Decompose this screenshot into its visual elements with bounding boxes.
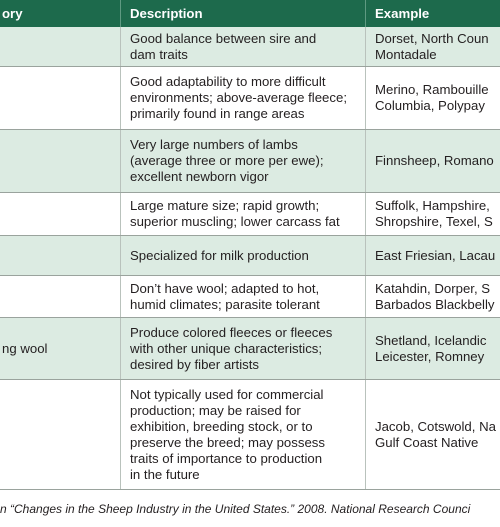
table-row: Good adaptability to more difficult envir… (0, 67, 500, 130)
category-cell (0, 193, 120, 235)
category-line: ng wool (2, 340, 48, 356)
description-cell: Not typically used for commercial product… (120, 380, 365, 489)
description-line: traits of importance to production (130, 450, 323, 466)
example-line: Montadale (375, 46, 437, 62)
category-cell (0, 380, 120, 489)
description-line: (average three or more per ewe); (130, 153, 324, 168)
description-line: superior muscling; lower carcass fat (130, 214, 340, 229)
example-line: East Friesian, Lacau (375, 247, 496, 263)
header-text: Description (130, 5, 203, 21)
example-line: Shropshire, Texel, S (375, 214, 493, 229)
description-line: Good balance between sire and (130, 30, 317, 46)
example-line: Gulf Coast Native (375, 434, 479, 450)
header-row: ory Description Example (0, 0, 500, 27)
header-cell: ory (0, 0, 120, 27)
description-line: in the future (130, 466, 200, 482)
example-cell: East Friesian, Lacau (365, 236, 500, 275)
description-line: dam traits (130, 46, 188, 62)
description-cell: Good balance between sire and dam traits (120, 27, 365, 66)
source-note: n “Changes in the Sheep Industry in the … (0, 502, 471, 516)
example-line: Barbados Blackbelly (375, 296, 495, 312)
description-line: Produce colored fleeces or fleeces (130, 324, 333, 340)
example-line: Columbia, Polypay (375, 98, 485, 113)
example-cell: Dorset, North Coun Montadale (365, 27, 500, 66)
example-line: Katahdin, Dorper, S (375, 280, 491, 296)
description-cell: Good adaptability to more difficult envir… (120, 67, 365, 129)
description-line: exhibition, breeding stock, or to (130, 418, 313, 434)
header-text: Example (375, 5, 430, 21)
description-cell: Specialized for milk production (120, 236, 365, 275)
example-cell: Jacob, Cotswold, Na Gulf Coast Native (365, 380, 500, 489)
example-cell: Shetland, Icelandic Leicester, Romney (365, 318, 500, 379)
table-row: Very large numbers of lambs (average thre… (0, 130, 500, 193)
table-row: Don’t have wool; adapted to hot, humid cl… (0, 276, 500, 318)
description-line: with other unique characteristics; (130, 340, 323, 356)
example-cell: Finnsheep, Romano (365, 130, 500, 192)
table-row: Good balance between sire and dam traits D… (0, 27, 500, 67)
description-line: humid climates; parasite tolerant (130, 296, 320, 312)
example-line: Merino, Rambouille (375, 82, 489, 97)
description-line: Don’t have wool; adapted to hot, (130, 280, 320, 296)
table-row: Large mature size; rapid growth; superior… (0, 193, 500, 236)
description-line: excellent newborn vigor (130, 169, 269, 184)
description-cell: Very large numbers of lambs (average thre… (120, 130, 365, 192)
table-row: Not typically used for commercial product… (0, 380, 500, 490)
example-cell: Suffolk, Hampshire, Shropshire, Texel, S (365, 193, 500, 235)
category-cell (0, 67, 120, 129)
description-cell: Don’t have wool; adapted to hot, humid cl… (120, 276, 365, 317)
example-cell: Merino, Rambouille Columbia, Polypay (365, 67, 500, 129)
description-line: Large mature size; rapid growth; (130, 198, 320, 213)
category-cell (0, 236, 120, 275)
example-line: Finnsheep, Romano (375, 153, 494, 168)
header-cell: Description (120, 0, 365, 27)
header-cell: Example (365, 0, 500, 27)
example-line: Leicester, Romney (375, 348, 485, 364)
header-text: ory (2, 5, 23, 21)
example-line: Dorset, North Coun (375, 30, 489, 46)
example-cell: Katahdin, Dorper, S Barbados Blackbelly (365, 276, 500, 317)
category-cell (0, 276, 120, 317)
description-line: Not typically used for commercial (130, 386, 324, 402)
example-line: Suffolk, Hampshire, (375, 198, 490, 213)
description-line: Good adaptability to more difficult (130, 74, 326, 89)
description-line: desired by fiber artists (130, 356, 259, 372)
table-row: Specialized for milk production East Frie… (0, 236, 500, 276)
description-cell: Produce colored fleeces or fleeces with o… (120, 318, 365, 379)
breed-table: ory Description Example Good balance betwee… (0, 0, 500, 490)
example-line: Jacob, Cotswold, Na (375, 418, 496, 434)
example-line: Shetland, Icelandic (375, 332, 487, 348)
category-cell (0, 130, 120, 192)
description-line: preserve the breed; may possess (130, 434, 325, 450)
description-line: Specialized for milk production (130, 247, 309, 263)
table-row: ng wool Produce colored fleeces or fleece… (0, 318, 500, 380)
description-line: environments; above-average fleece; (130, 90, 347, 105)
category-cell (0, 27, 120, 66)
description-line: Very large numbers of lambs (130, 137, 298, 152)
category-cell: ng wool (0, 318, 120, 379)
description-cell: Large mature size; rapid growth; superior… (120, 193, 365, 235)
description-line: primarily found in range areas (130, 106, 305, 121)
description-line: production; may be raised for (130, 402, 301, 418)
